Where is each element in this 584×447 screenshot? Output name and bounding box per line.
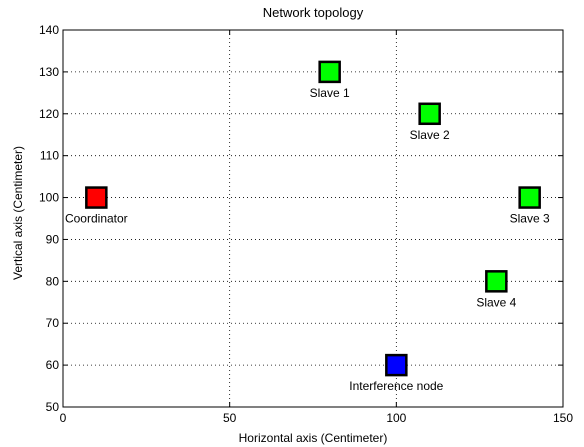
point-marker-slave-1 — [318, 60, 341, 84]
axis-ticks — [62, 29, 564, 408]
point-marker-slave-4 — [485, 270, 508, 293]
y-tick-label: 50 — [46, 400, 60, 414]
point-marker-interference-node — [385, 353, 408, 377]
data-points — [85, 60, 541, 377]
point-label-interference-node: Interference node — [349, 379, 443, 393]
point-label-slave-3: Slave 3 — [510, 212, 550, 226]
y-tick-label: 100 — [39, 191, 59, 205]
chart-title: Network topology — [263, 5, 364, 20]
x-tick-label: 100 — [386, 411, 406, 425]
y-tick-label: 90 — [46, 232, 60, 246]
point-marker-slave-2 — [418, 102, 441, 126]
x-tick-label: 150 — [553, 411, 573, 425]
y-tick-label: 140 — [39, 23, 59, 37]
y-tick-label: 130 — [39, 65, 59, 79]
grid-lines — [63, 30, 563, 407]
y-tick-label: 70 — [46, 316, 60, 330]
point-label-coordinator: Coordinator — [65, 212, 128, 226]
data-point-labels: Coordinator Slave 1 Slave 2 Slave 3 Slave 4 I… — [65, 86, 550, 393]
x-axis-label: Horizontal axis (Centimeter) — [239, 431, 388, 445]
point-label-slave-1: Slave 1 — [310, 86, 350, 100]
point-label-slave-4: Slave 4 — [476, 295, 516, 309]
point-label-slave-2: Slave 2 — [410, 128, 450, 142]
y-tick-label: 60 — [46, 358, 60, 372]
y-axis-label: Vertical axis (Centimeter) — [11, 146, 25, 280]
point-marker-coordinator — [85, 186, 108, 209]
plot-area-frame — [62, 29, 564, 408]
point-marker-slave-3 — [518, 186, 541, 209]
x-tick-label: 50 — [223, 411, 237, 425]
x-tick-label: 0 — [60, 411, 67, 425]
y-tick-label: 110 — [40, 149, 59, 163]
y-tick-label: 80 — [46, 274, 60, 288]
y-tick-label: 120 — [39, 107, 59, 121]
